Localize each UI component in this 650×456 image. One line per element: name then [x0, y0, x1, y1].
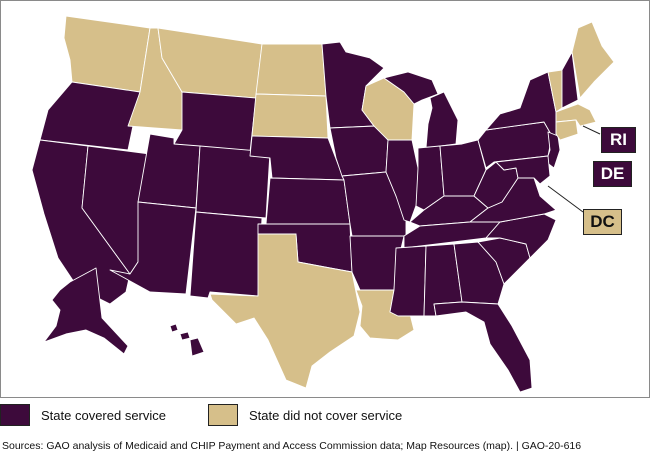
state-FL [433, 301, 533, 393]
us-map [31, 15, 615, 393]
legend-swatch-covered [0, 404, 30, 426]
state-WA [63, 15, 151, 93]
state-CT [555, 119, 579, 141]
legend-item-not-covered: State did not cover service [208, 404, 402, 426]
state-AZ [109, 201, 197, 295]
state-HI [169, 323, 205, 357]
state-CO [195, 145, 271, 219]
legend-label-covered: State covered service [41, 407, 167, 423]
state-ME [571, 21, 615, 99]
source-note: Sources: GAO analysis of Medicaid and CH… [2, 440, 582, 452]
state-UT [137, 133, 201, 209]
state-OR [39, 81, 141, 151]
state-NM [189, 211, 263, 299]
state-AK [43, 267, 129, 355]
legend-swatch-not-covered [208, 404, 238, 426]
legend-label-not-covered: State did not cover service [249, 407, 403, 423]
callout-dc: DC [583, 209, 622, 235]
state-TX [209, 233, 361, 389]
legend-item-covered: State covered service [0, 404, 166, 426]
legend: State covered service State did not cove… [0, 404, 650, 430]
state-ND [255, 43, 327, 97]
state-KS [265, 177, 351, 225]
callout-de: DE [593, 161, 632, 187]
callout-ri: RI [601, 127, 636, 153]
ri-leader-line [582, 125, 601, 135]
state-WY [173, 91, 257, 153]
dc-leader-line [547, 185, 584, 213]
state-MS [389, 245, 427, 317]
state-NH [561, 51, 579, 109]
state-MD [495, 155, 551, 185]
state-SD [251, 93, 329, 139]
